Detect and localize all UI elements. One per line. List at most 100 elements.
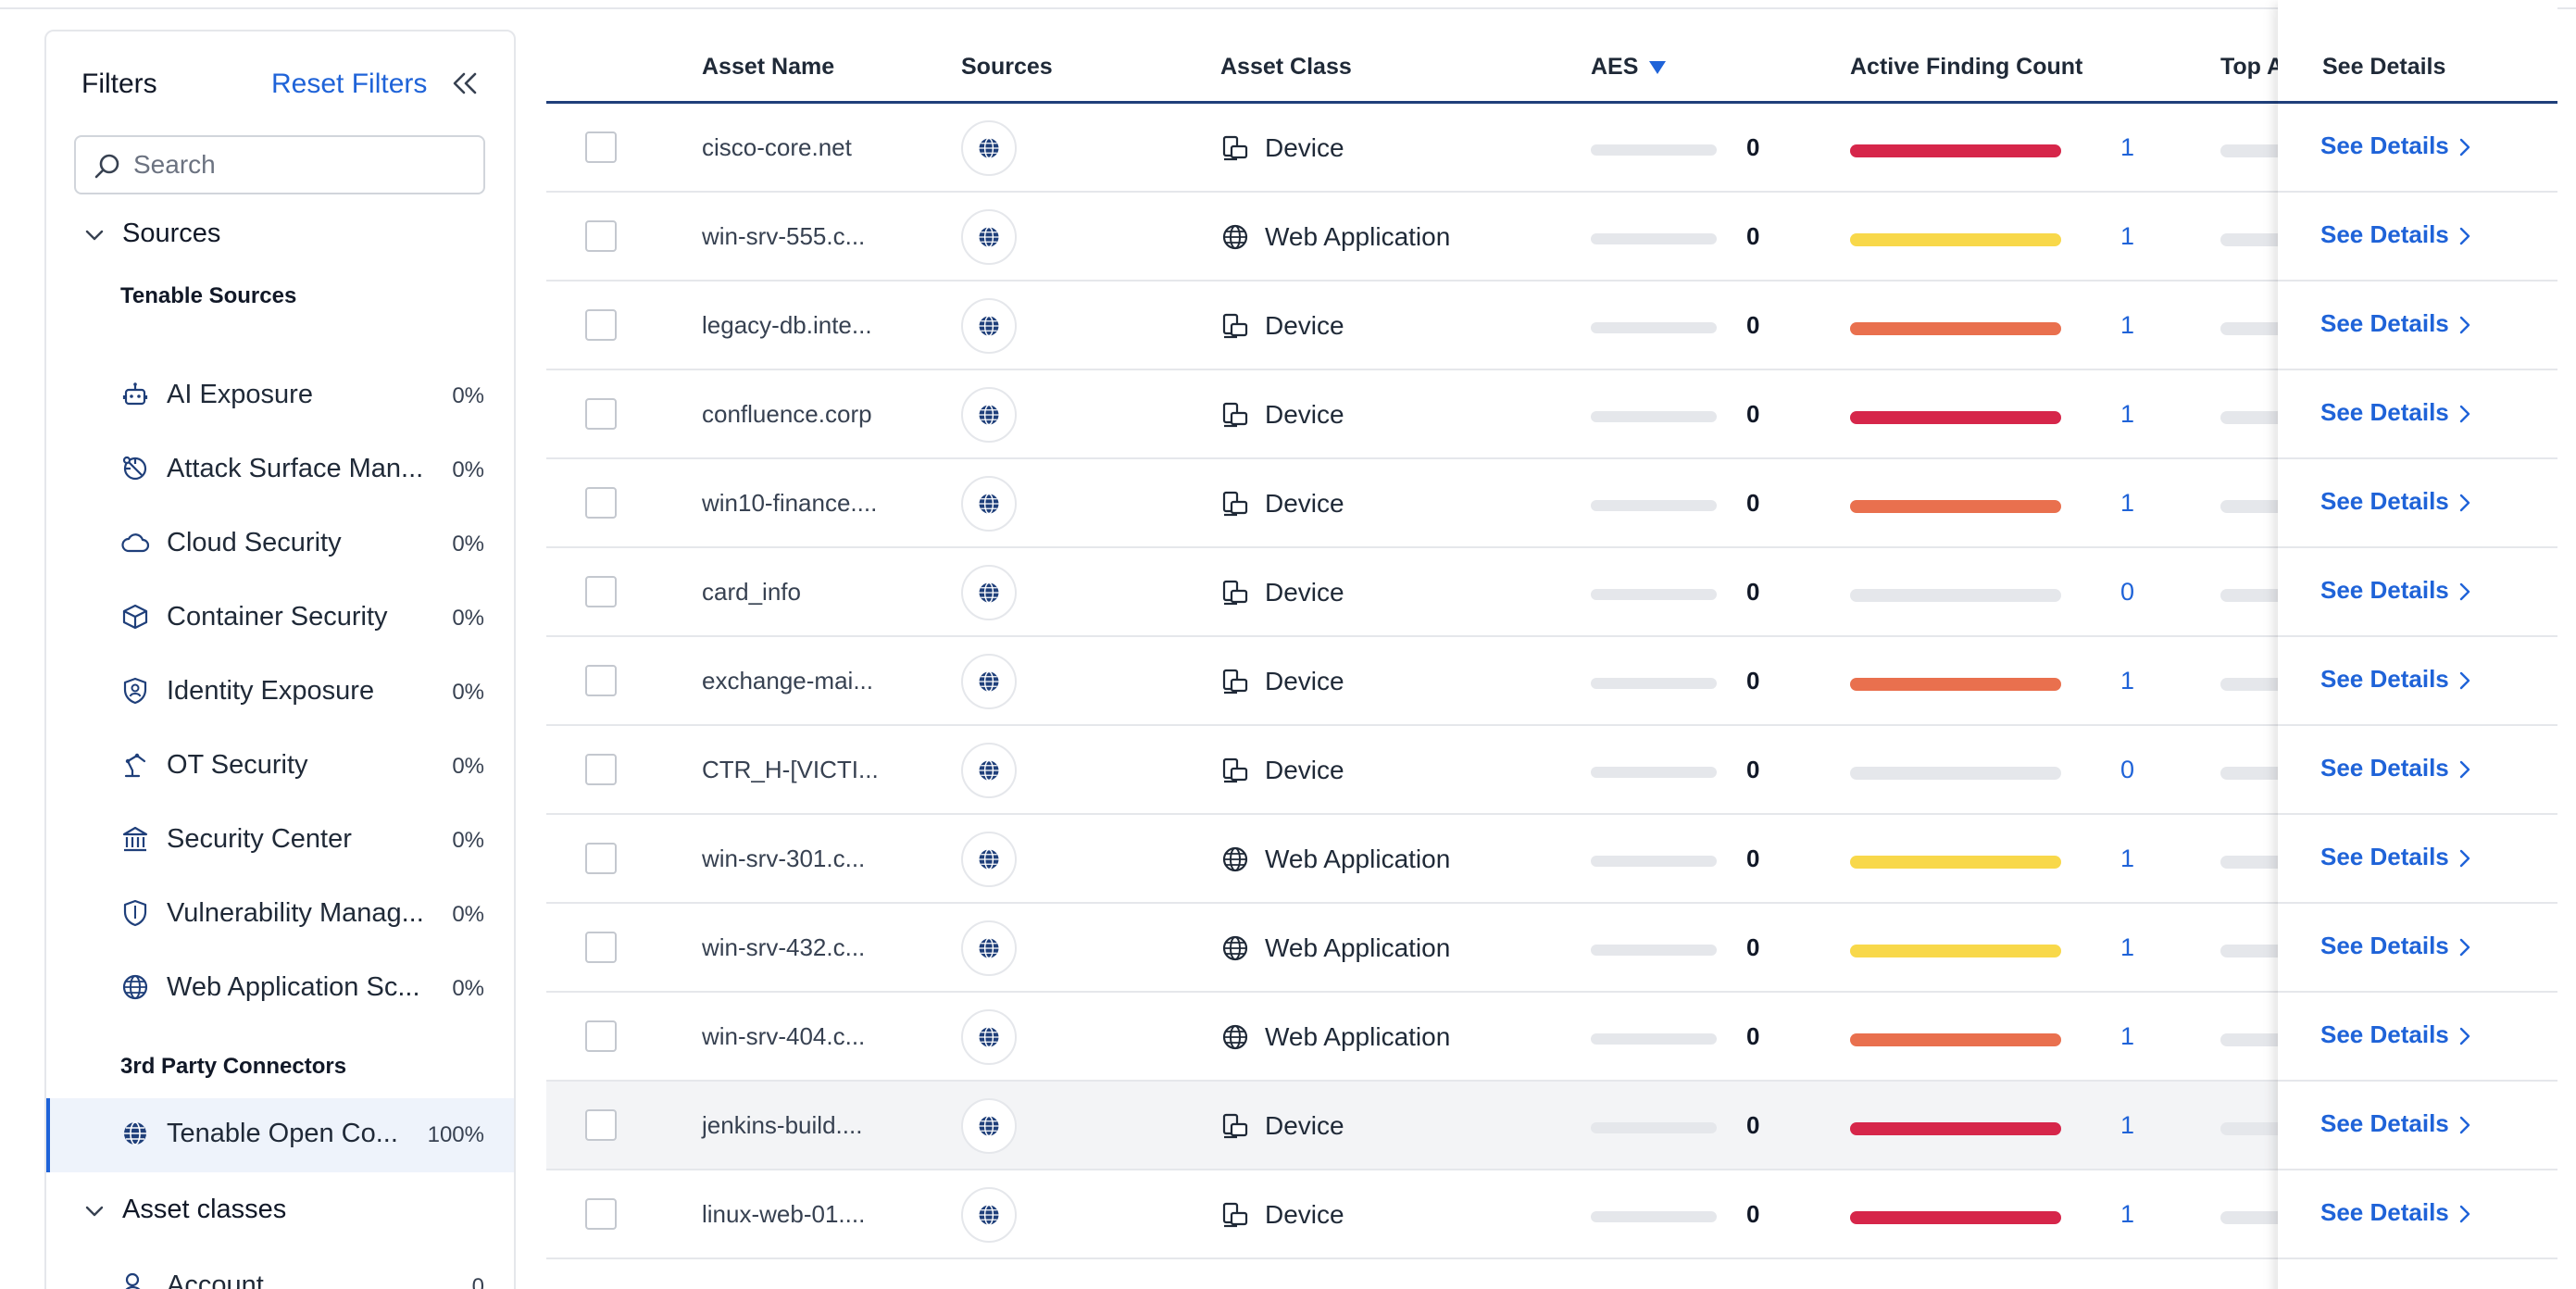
search-field[interactable] (74, 135, 485, 194)
asset-name[interactable]: confluence.corp (702, 400, 872, 428)
active-finding-count[interactable]: 1 (2120, 222, 2135, 250)
row-checkbox[interactable] (585, 932, 617, 963)
reset-filters-link[interactable]: Reset Filters (271, 69, 428, 99)
active-finding-count[interactable]: 1 (2120, 311, 2135, 339)
row-checkbox[interactable] (585, 220, 617, 252)
row-checkbox[interactable] (585, 398, 617, 430)
table-row[interactable]: win-srv-404.c... Web Application 0 1 (546, 993, 2557, 1082)
active-finding-count[interactable]: 1 (2120, 489, 2135, 517)
asset-name[interactable]: win-srv-555.c... (702, 222, 866, 250)
column-header-active-finding-count[interactable]: Active Finding Count (1850, 54, 2083, 80)
see-details-link[interactable]: See Details (2320, 487, 2471, 516)
row-checkbox[interactable] (585, 309, 617, 341)
asset-name[interactable]: exchange-mai... (702, 667, 873, 695)
table-row[interactable]: cisco-core.net Device 0 1 (546, 104, 2557, 193)
see-details-link[interactable]: See Details (2320, 1020, 2471, 1049)
asset-name[interactable]: card_info (702, 578, 801, 606)
asset-name[interactable]: linux-web-01.... (702, 1200, 866, 1228)
source-item-ot-security[interactable]: OT Security 0% (46, 730, 514, 800)
row-checkbox[interactable] (585, 754, 617, 785)
asset-name[interactable]: win-srv-301.c... (702, 845, 866, 872)
row-checkbox[interactable] (585, 1198, 617, 1230)
row-checkbox[interactable] (585, 1109, 617, 1141)
source-item-identity-exposure[interactable]: Identity Exposure 0% (46, 656, 514, 726)
see-details-link[interactable]: See Details (2320, 932, 2471, 960)
aes-score-value: 0 (1746, 311, 1760, 339)
source-item-tenable-open-connector[interactable]: Tenable Open Co... 100% (46, 1098, 514, 1172)
column-header-asset-class[interactable]: Asset Class (1220, 54, 1352, 80)
table-row[interactable]: jenkins-build.... Device 0 1 (546, 1082, 2557, 1170)
source-item-cloud-security[interactable]: Cloud Security 0% (46, 507, 514, 578)
column-header-sources[interactable]: Sources (961, 54, 1053, 80)
active-finding-count[interactable]: 1 (2120, 933, 2135, 961)
aes-score-bar (1591, 411, 1717, 422)
asset-name[interactable]: win10-finance.... (702, 489, 878, 517)
see-details-link[interactable]: See Details (2320, 665, 2471, 694)
vulnerability-shield-icon (123, 899, 147, 927)
top-column-bar (2220, 144, 2295, 157)
row-checkbox[interactable] (585, 1020, 617, 1052)
source-item-attack-surface[interactable]: Attack Surface Man... 0% (46, 433, 514, 504)
active-finding-count[interactable]: 1 (2120, 400, 2135, 428)
see-details-link[interactable]: See Details (2320, 398, 2471, 427)
asset-name[interactable]: win-srv-432.c... (702, 933, 866, 961)
table-row[interactable]: confluence.corp Device 0 1 (546, 370, 2557, 459)
table-row[interactable]: win-srv-301.c... Web Application 0 1 (546, 815, 2557, 904)
column-header-asset-name[interactable]: Asset Name (702, 54, 835, 80)
asset-name[interactable]: win-srv-404.c... (702, 1022, 866, 1050)
chevron-right-icon (2449, 1198, 2471, 1226)
active-finding-count[interactable]: 1 (2120, 133, 2135, 161)
row-checkbox[interactable] (585, 576, 617, 607)
asset-classes-section-label: Asset classes (122, 1195, 287, 1224)
table-row[interactable]: card_info Device 0 0 (546, 548, 2557, 637)
source-item-security-center[interactable]: Security Center 0% (46, 804, 514, 874)
sources-section-toggle[interactable]: Sources (46, 209, 514, 261)
details-row-divider (2278, 280, 2557, 282)
asset-name[interactable]: cisco-core.net (702, 133, 852, 161)
column-header-aes[interactable]: AES (1591, 54, 1639, 80)
search-input[interactable] (133, 146, 467, 183)
active-finding-count[interactable]: 1 (2120, 1111, 2135, 1139)
source-item-web-application-scanning[interactable]: Web Application Sc... 0% (46, 952, 514, 1022)
table-row[interactable]: linux-web-01.... Device 0 1 (546, 1170, 2557, 1259)
sort-descending-icon[interactable] (1646, 57, 1669, 78)
active-finding-count[interactable]: 1 (2120, 1022, 2135, 1050)
sources-section-label: Sources (122, 219, 221, 248)
see-details-link[interactable]: See Details (2320, 220, 2471, 249)
table-row[interactable]: win10-finance.... Device 0 1 (546, 459, 2557, 548)
row-checkbox[interactable] (585, 843, 617, 874)
table-row[interactable]: CTR_H-[VICTI... Device 0 0 (546, 726, 2557, 815)
source-item-container-security[interactable]: Container Security 0% (46, 582, 514, 652)
table-row[interactable]: win-srv-432.c... Web Application 0 1 (546, 904, 2557, 993)
see-details-link[interactable]: See Details (2320, 754, 2471, 782)
row-checkbox[interactable] (585, 665, 617, 696)
see-details-link[interactable]: See Details (2320, 309, 2471, 338)
collapse-panel-button[interactable] (448, 69, 481, 98)
table-row[interactable]: legacy-db.inte... Device 0 1 (546, 282, 2557, 370)
column-header-top[interactable]: Top A (2220, 54, 2284, 80)
top-column-bar (2220, 1211, 2295, 1224)
active-finding-count[interactable]: 1 (2120, 845, 2135, 872)
source-item-vulnerability-management[interactable]: Vulnerability Manag... 0% (46, 878, 514, 948)
table-row[interactable]: exchange-mai... Device 0 1 (546, 637, 2557, 726)
active-finding-count[interactable]: 1 (2120, 667, 2135, 695)
asset-classes-section-toggle[interactable]: Asset classes (46, 1185, 514, 1237)
source-item-ai-exposure[interactable]: AI Exposure 0% (46, 359, 514, 430)
asset-name[interactable]: legacy-db.inte... (702, 311, 872, 339)
active-finding-count[interactable]: 0 (2120, 578, 2135, 606)
asset-name[interactable]: jenkins-build.... (702, 1111, 863, 1139)
source-badge (961, 920, 1017, 976)
asset-name[interactable]: CTR_H-[VICTI... (702, 756, 879, 783)
asset-class-item-account[interactable]: Account 0 (46, 1250, 514, 1289)
see-details-link[interactable]: See Details (2320, 1109, 2471, 1138)
table-row[interactable]: win-srv-555.c... Web Application 0 1 (546, 193, 2557, 282)
see-details-link[interactable]: See Details (2320, 843, 2471, 871)
see-details-link[interactable]: See Details (2320, 576, 2471, 605)
row-checkbox[interactable] (585, 131, 617, 163)
see-details-link[interactable]: See Details (2320, 131, 2471, 160)
see-details-link[interactable]: See Details (2320, 1198, 2471, 1227)
active-finding-count[interactable]: 1 (2120, 1200, 2135, 1228)
double-chevron-left-icon (453, 72, 477, 94)
active-finding-count[interactable]: 0 (2120, 756, 2135, 783)
row-checkbox[interactable] (585, 487, 617, 519)
